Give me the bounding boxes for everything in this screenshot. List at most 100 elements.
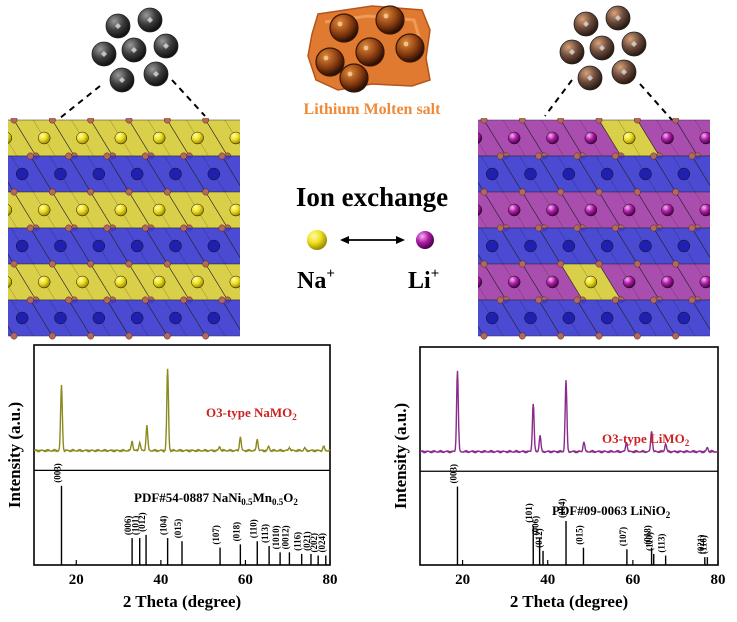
oxygen-atom: [48, 118, 56, 124]
oxygen-atom: [459, 297, 465, 303]
na-cation: [8, 276, 13, 288]
na-cation: [229, 131, 240, 145]
li-cation: [507, 131, 521, 145]
tm-cation: [600, 239, 614, 253]
na-cation: [152, 203, 166, 217]
oxygen-atom: [672, 188, 680, 196]
oxygen-atom: [218, 224, 226, 232]
salt-sphere: [315, 47, 345, 77]
oxygen-atom: [420, 153, 426, 159]
li-cation: [661, 275, 674, 289]
oxygen-atom: [711, 261, 717, 267]
oxygen-atom: [10, 332, 18, 340]
na-cation: [76, 131, 89, 145]
tm-cation: [562, 239, 576, 253]
tm-cation: [92, 239, 106, 253]
octahedron-edge: [241, 156, 263, 192]
na-layered-structure: [0, 118, 304, 340]
oxygen-atom: [26, 224, 34, 232]
tm-cation: [524, 311, 537, 325]
oxygen-atom: [241, 261, 247, 267]
li-octahedron: [675, 263, 710, 301]
oxygen-atom: [595, 332, 603, 340]
oxygen-atom: [480, 118, 488, 124]
oxygen-atom: [442, 261, 448, 267]
oxygen-atom: [241, 189, 247, 195]
oxygen-atom: [535, 296, 543, 304]
li-octahedron: [714, 264, 737, 300]
na-octahedron: [244, 120, 304, 156]
na-cation: [584, 275, 598, 289]
tm-cation: [130, 167, 144, 181]
octahedron-edge: [241, 228, 263, 264]
li-cation: [546, 275, 559, 289]
x-axis-label: 2 Theta (degree): [123, 592, 241, 611]
na-cation: [191, 203, 204, 217]
oxygen-atom: [218, 152, 226, 160]
x-tick-label: 60: [238, 572, 253, 588]
oxygen-atom: [480, 332, 488, 340]
hkl-label: (018): [231, 522, 241, 542]
li-cation: [546, 203, 559, 217]
oxygen-atom: [202, 118, 210, 124]
oxygen-atom: [496, 296, 504, 304]
oxygen-atom: [48, 260, 56, 268]
x-tick-label: 20: [455, 572, 470, 588]
tm-cation: [169, 239, 182, 253]
sphere-highlight: [347, 71, 353, 77]
hkl-label: (116): [293, 532, 303, 551]
oxygen-atom: [163, 118, 171, 124]
na-cation: [229, 203, 240, 217]
octahedron-edge: [478, 212, 488, 229]
oxygen-atom: [442, 117, 448, 123]
tm-cation: [448, 312, 460, 324]
sphere-highlight: [119, 77, 125, 83]
subscript: 0.5: [241, 497, 253, 507]
na-cation: [76, 203, 89, 217]
oxygen-atom: [241, 261, 247, 267]
tm-cation: [54, 239, 67, 253]
oxygen-atom: [711, 189, 717, 195]
oxygen-atom: [420, 225, 426, 231]
oxygen-atom: [87, 332, 95, 340]
oxygen-atom: [218, 296, 226, 304]
x-tick-label: 80: [711, 572, 726, 588]
li-octahedron: [714, 192, 737, 228]
hkl-label: (104): [557, 499, 567, 519]
oxygen-atom: [733, 225, 737, 231]
oxygen-atom: [263, 297, 269, 303]
hkl-label: (012): [137, 512, 147, 532]
oxygen-atom: [0, 153, 1, 159]
li-octahedron: [714, 120, 737, 156]
tm-cation: [448, 240, 460, 252]
x-tick-label: 40: [540, 572, 555, 588]
xrd-pattern-line: [419, 370, 719, 454]
tm-cation: [207, 311, 221, 325]
hkl-label: (021): [696, 535, 706, 555]
phase-annotation: O3-type NaMO2: [206, 405, 297, 422]
hkl-label: (015): [173, 519, 183, 539]
oxygen-atom: [480, 260, 488, 268]
na-cation: [114, 275, 128, 289]
hkl-label: (006): [123, 516, 133, 536]
oxygen-atom: [518, 260, 526, 268]
octahedron-edge: [263, 192, 285, 228]
oxygen-atom: [633, 188, 641, 196]
tm-octahedron: [691, 227, 710, 259]
text-part: PDF#09-0063 LiNiO: [552, 503, 666, 518]
na-cation: [114, 203, 128, 217]
oxygen-atom: [672, 260, 680, 268]
octahedron-edge: [478, 140, 488, 157]
octahedron-edge: [711, 228, 733, 264]
octahedron-edge: [733, 192, 737, 228]
oxygen-atom: [180, 152, 188, 160]
tm-cation: [169, 311, 182, 325]
na-cation: [114, 131, 128, 145]
xrd-chart-left: (003) (006)(101)(012) (104) (015) (107) (018)…: [5, 344, 338, 611]
hkl-label: (024): [317, 533, 327, 553]
li-cation: [507, 203, 521, 217]
oxygen-atom: [535, 224, 543, 232]
oxygen-atom: [711, 333, 717, 339]
tm-cation: [130, 239, 144, 253]
